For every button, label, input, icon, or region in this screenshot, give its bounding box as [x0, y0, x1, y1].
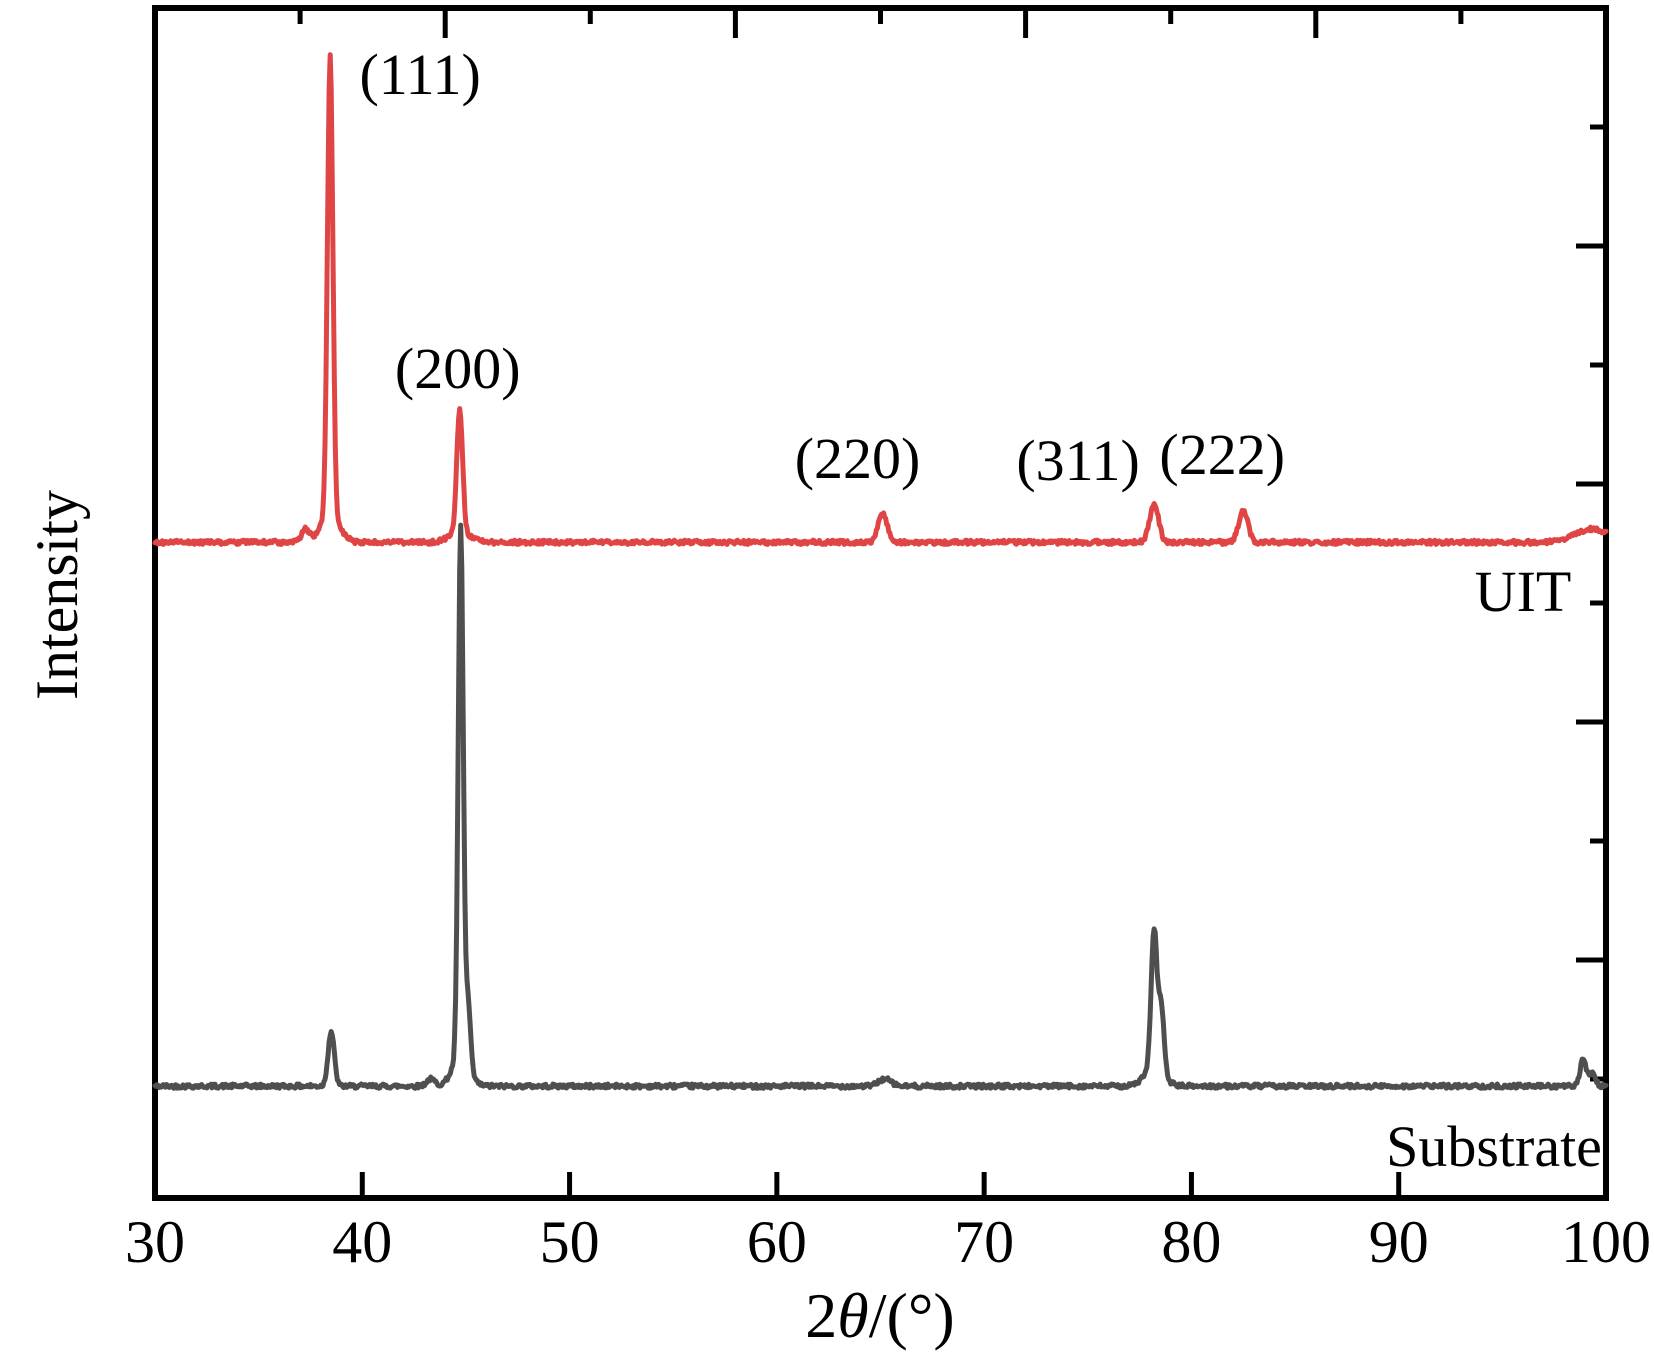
x-tick-label: 90	[1368, 1209, 1429, 1275]
y-axis-title: Intensity	[24, 490, 90, 700]
x-axis-title-suffix: /(°)	[868, 1280, 955, 1351]
x-axis-title-prefix: 2	[805, 1280, 838, 1351]
series-line-uit	[152, 52, 1609, 547]
peak-label: (111)	[359, 42, 481, 107]
series-label-uit: UIT	[1474, 559, 1572, 624]
peak-label: (311)	[1016, 428, 1140, 493]
x-tick-label: 40	[332, 1209, 393, 1275]
peak-label: (220)	[794, 426, 921, 491]
x-tick-label: 30	[125, 1209, 185, 1275]
plot-border	[152, 5, 1609, 1201]
x-tick-label: 70	[954, 1209, 1015, 1275]
x-tick-label: 80	[1161, 1209, 1222, 1275]
peak-label: (200)	[394, 336, 521, 401]
series-label-substrate: Substrate	[1386, 1114, 1602, 1179]
x-tick-label: 100	[1561, 1209, 1651, 1275]
peak-label: (222)	[1159, 422, 1286, 487]
x-tick-label: 50	[539, 1209, 600, 1275]
x-axis-title: 2θ/(°)	[805, 1284, 954, 1348]
series-line-substrate	[152, 522, 1609, 1091]
x-tick-label: 60	[746, 1209, 807, 1275]
theta-symbol: θ	[837, 1280, 869, 1351]
